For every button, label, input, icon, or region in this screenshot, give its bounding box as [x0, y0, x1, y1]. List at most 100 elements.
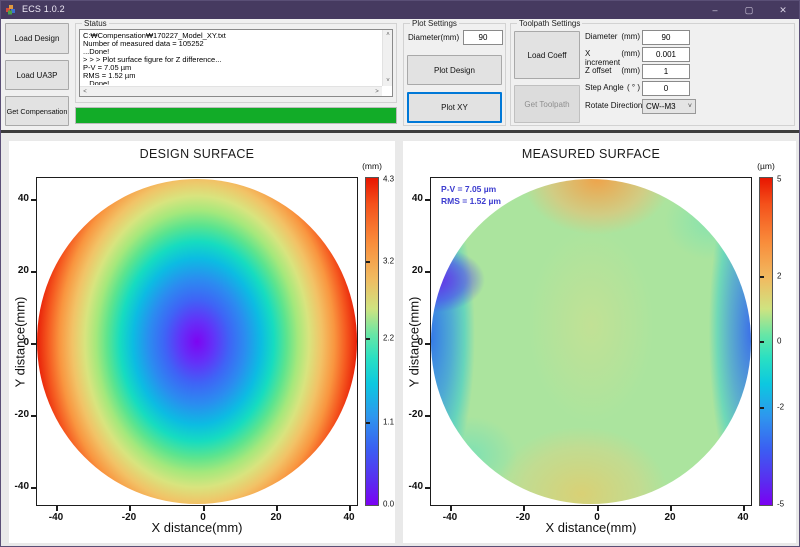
x-axis-label: X distance(mm) — [151, 520, 243, 535]
diameter-label: Diameter(mm) — [408, 33, 460, 42]
close-button[interactable]: ✕ — [779, 4, 787, 15]
status-log-lines: C:₩Compensation₩170227_Model_XY.txt Numb… — [83, 32, 380, 85]
field-name: Step Angle — [585, 83, 624, 92]
x-tick-label: -40 — [48, 512, 64, 523]
x-tickmark — [743, 506, 745, 511]
load-coeff-button[interactable]: Load Coeff — [514, 31, 580, 79]
z-offset-input[interactable]: 1 — [642, 64, 690, 79]
maximize-button[interactable]: ▢ — [744, 4, 754, 15]
design-surface-map — [37, 179, 357, 504]
x-tick-label: -20 — [515, 512, 531, 523]
status-line: P-V = 7.05 µm — [83, 63, 132, 72]
x-tick-label: 0 — [200, 512, 206, 523]
step-angle-input[interactable]: 0 — [642, 81, 690, 96]
field-unit: (mm) — [621, 66, 640, 75]
scroll-up-icon[interactable]: ˄ — [386, 32, 390, 38]
design-surface-figure: DESIGN SURFACE -40 -20 0 20 40 40 20 0 -… — [9, 141, 395, 543]
x-tick-label: 0 — [594, 512, 600, 523]
plot-settings-label: Plot Settings — [410, 19, 459, 28]
colorbar-tick-label: 0 — [777, 336, 782, 346]
y-tick-label: 40 — [411, 193, 423, 204]
toolpath-settings-group: Toolpath Settings — [510, 19, 795, 126]
vertical-scrollbar[interactable]: ˄ ˅ — [382, 30, 392, 86]
horizontal-scrollbar[interactable]: ˂ ˃ — [80, 86, 382, 96]
rms-value: RMS = 1.52 µm — [441, 196, 501, 206]
app-icon — [6, 5, 15, 15]
scroll-down-icon[interactable]: ˅ — [386, 78, 390, 84]
x-tick-label: -40 — [442, 512, 458, 523]
plot-settings-group: Plot Settings — [403, 19, 506, 126]
progress-bar — [75, 107, 397, 124]
y-tickmark — [425, 487, 430, 489]
control-panel: Load Design Load UA3P Get Compensation S… — [1, 19, 799, 130]
load-ua3p-button[interactable]: Load UA3P — [5, 60, 69, 90]
colorbar-unit: (mm) — [362, 161, 382, 171]
measured-surface-map — [431, 179, 751, 504]
field-name: X increment — [585, 49, 621, 67]
status-group: Status — [75, 19, 397, 103]
status-line: C:₩Compensation₩170227_Model_XY.txt — [83, 32, 226, 40]
colorbar-tickmark — [366, 261, 370, 263]
y-tick-label: -40 — [408, 481, 423, 492]
title-bar: ECS 1.0.2 – ▢ ✕ — [1, 1, 799, 19]
colorbar-tick-label: 3.2 — [383, 256, 395, 266]
surface-stats-annotation: P-V = 7.05 µm RMS = 1.52 µm — [441, 183, 501, 207]
colorbar-tickmark — [760, 341, 764, 343]
colorbar-unit: (µm) — [757, 161, 775, 171]
y-tick-label: 0 — [417, 337, 423, 348]
x-tickmark — [670, 506, 672, 511]
colorbar-tick-label: -5 — [777, 499, 785, 509]
y-tickmark — [31, 415, 36, 417]
x-tick-label: 40 — [737, 512, 749, 523]
y-tickmark — [31, 199, 36, 201]
toolpath-settings-label: Toolpath Settings — [517, 19, 583, 28]
colorbar-tick-label: 5 — [777, 174, 782, 184]
colorbar-tick-label: -2 — [777, 402, 785, 412]
y-tick-label: -40 — [14, 481, 29, 492]
load-design-button[interactable]: Load Design — [5, 23, 69, 54]
rotate-direction-label: Rotate Direction — [585, 101, 643, 110]
y-tickmark — [31, 271, 36, 273]
field-name: Diameter — [585, 32, 618, 41]
colorbar — [365, 177, 379, 506]
x-axis-label: X distance(mm) — [545, 520, 637, 535]
field-name: Z offset — [585, 66, 612, 75]
colorbar-tickmark — [760, 276, 764, 278]
status-log[interactable]: C:₩Compensation₩170227_Model_XY.txt Numb… — [79, 29, 393, 97]
figure-title: MEASURED SURFACE — [521, 147, 661, 161]
status-line: > > > Plot surface figure for Z differen… — [83, 55, 222, 64]
rotate-direction-select[interactable]: CW--M3 ˅ — [642, 99, 696, 114]
panel-divider — [1, 130, 799, 133]
get-compensation-button[interactable]: Get Compensation — [5, 96, 69, 126]
toolpath-diameter-input[interactable]: 90 — [642, 30, 690, 45]
x-tickmark — [349, 506, 351, 511]
y-axis-label: Y distance(mm) — [12, 296, 28, 388]
measured-surface-figure: MEASURED SURFACE P-V = 7.05 µm RMS = 1.5… — [403, 141, 796, 543]
y-tickmark — [425, 415, 430, 417]
scroll-left-icon[interactable]: ˂ — [83, 89, 87, 95]
plot-xy-button[interactable]: Plot XY — [407, 92, 502, 123]
status-line: RMS = 1.52 µm — [83, 71, 136, 80]
x-tick-label: 20 — [270, 512, 282, 523]
status-line: ...Done! — [83, 47, 110, 56]
y-tickmark — [425, 199, 430, 201]
y-tick-label: -20 — [14, 409, 29, 420]
x-tickmark — [523, 506, 525, 511]
x-tick-label: 40 — [343, 512, 355, 523]
field-unit: (mm) — [621, 49, 640, 58]
status-line: Number of measured data = 105252 — [83, 39, 204, 48]
scroll-right-icon[interactable]: ˃ — [375, 89, 379, 95]
chevron-down-icon: ˅ — [687, 103, 692, 110]
x-tickmark — [203, 506, 205, 511]
colorbar-tick-label: 4.3 — [383, 174, 395, 184]
plot-design-button[interactable]: Plot Design — [407, 55, 502, 85]
diameter-input[interactable]: 90 — [463, 30, 503, 45]
colorbar-tick-label: 1.1 — [383, 417, 395, 427]
colorbar-tick-label: 2 — [777, 271, 782, 281]
y-tickmark — [425, 343, 430, 345]
minimize-button[interactable]: – — [712, 5, 718, 15]
x-increment-input[interactable]: 0.001 — [642, 47, 690, 62]
y-tick-label: -20 — [408, 409, 423, 420]
get-toolpath-button[interactable]: Get Toolpath — [514, 85, 580, 123]
